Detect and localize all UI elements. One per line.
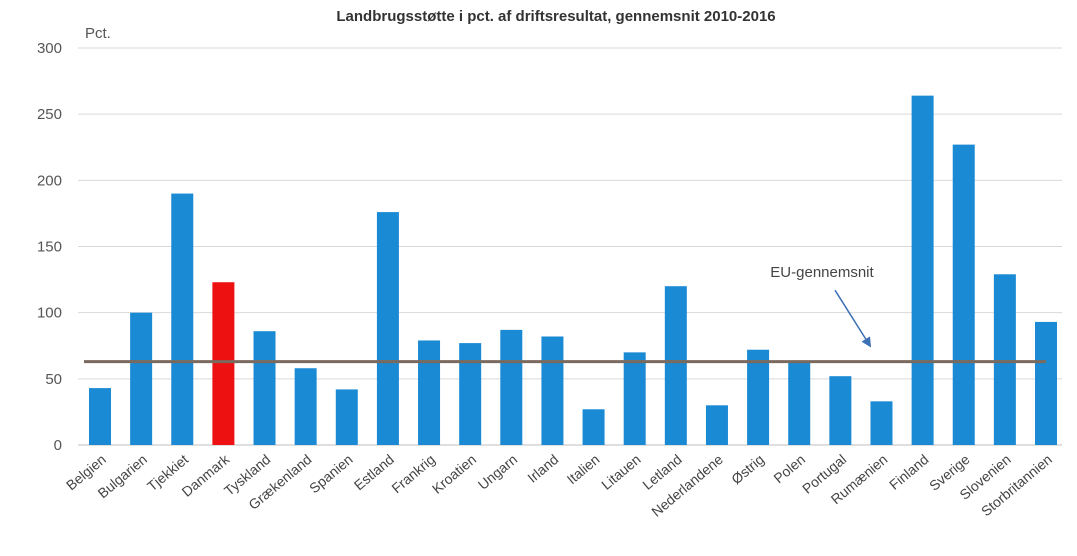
y-tick-label: 200 <box>37 172 62 189</box>
bar-grækenland <box>294 368 317 445</box>
bar-ungarn <box>500 329 523 445</box>
bar-kroatien <box>459 343 482 445</box>
bar-spanien <box>335 389 358 445</box>
bar-sverige <box>952 144 975 445</box>
bar-finland <box>911 95 934 445</box>
x-tick-label: Spanien <box>306 451 356 496</box>
x-tick-label: Storbritannien <box>978 451 1055 519</box>
bar-portugal <box>829 376 852 445</box>
x-tick-label: Østrig <box>728 451 767 487</box>
x-tick-label: Italien <box>564 451 603 487</box>
bar-danmark <box>212 282 235 445</box>
bar-irland <box>541 336 564 445</box>
y-tick-labels: 0 50 100 150 200 250 300 <box>37 40 62 454</box>
bar-bulgarien <box>130 312 153 445</box>
y-tick-label: 250 <box>37 106 62 123</box>
y-tick-label: 50 <box>45 371 62 388</box>
bar-rumænien <box>870 401 893 445</box>
bar-frankrig <box>418 340 441 445</box>
bars <box>89 95 1057 445</box>
bar-litauen <box>623 352 646 445</box>
bar-østrig <box>747 349 770 445</box>
bar-letland <box>664 286 687 445</box>
y-tick-label: 0 <box>54 437 62 454</box>
y-tick-label: 150 <box>37 239 62 256</box>
x-tick-label: Finland <box>886 451 931 493</box>
bar-polen <box>788 362 811 445</box>
y-tick-label: 100 <box>37 305 62 322</box>
x-tick-labels: BelgienBulgarienTjekkietDanmarkTysklandG… <box>63 450 1055 519</box>
x-tick-label: Frankrig <box>388 451 438 496</box>
chart-title: Landbrugsstøtte i pct. af driftsresultat… <box>336 8 775 25</box>
bar-tyskland <box>253 331 276 445</box>
eu-average-arrow <box>834 289 872 348</box>
bar-nederlandene <box>705 405 728 445</box>
gridlines <box>78 47 1062 446</box>
x-tick-label: Ungarn <box>475 451 520 493</box>
y-axis-label: Pct. <box>85 25 111 42</box>
x-tick-label: Irland <box>524 451 561 486</box>
x-tick-label: Litauen <box>598 451 643 493</box>
eu-average-label: EU-gennemsnit <box>770 264 874 281</box>
bar-storbritannien <box>1035 321 1057 445</box>
bar-slovenien <box>993 274 1016 445</box>
bar-estland <box>376 212 399 445</box>
y-tick-label: 300 <box>37 40 62 57</box>
x-tick-label: Nederlandene <box>648 451 726 520</box>
bar-italien <box>582 409 605 445</box>
bar-belgien <box>89 388 111 445</box>
bar-tjekkiet <box>171 193 194 445</box>
x-tick-label: Kroatien <box>429 451 479 497</box>
